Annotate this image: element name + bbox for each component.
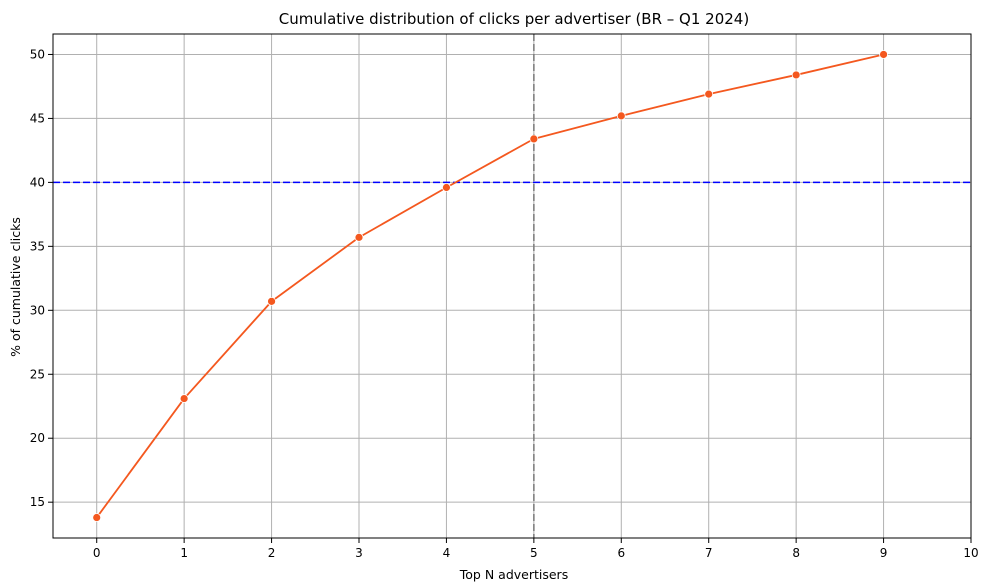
data-point <box>704 89 714 99</box>
y-tick-label: 45 <box>30 111 45 125</box>
data-point <box>879 50 888 59</box>
data-point <box>92 513 102 522</box>
x-tick-label: 10 <box>963 546 978 560</box>
data-point <box>179 394 189 403</box>
plot-frame <box>52 33 972 539</box>
y-tick-label: 30 <box>30 303 45 317</box>
data-point <box>354 232 364 242</box>
x-tick-label: 0 <box>93 546 101 560</box>
x-tick-label: 5 <box>530 546 538 560</box>
x-tick-label: 9 <box>880 546 888 560</box>
data-point <box>616 111 626 121</box>
y-tick-label: 15 <box>30 495 45 509</box>
axes <box>52 33 972 539</box>
y-tick-label: 50 <box>30 47 45 61</box>
y-tick-label: 35 <box>30 239 45 253</box>
x-tick-label: 8 <box>792 546 800 560</box>
x-axis-label: Top N advertisers <box>459 567 568 582</box>
y-tick-label: 25 <box>30 367 45 381</box>
x-tick-label: 4 <box>443 546 451 560</box>
y-axis-label: % of cumulative clicks <box>8 217 23 357</box>
data-point <box>442 183 451 192</box>
y-tick-label: 20 <box>30 431 45 445</box>
series-layer <box>92 50 888 522</box>
grid <box>53 34 972 538</box>
y-tick-label: 40 <box>30 175 45 189</box>
x-tick-label: 6 <box>617 546 625 560</box>
x-ticks: 0 1 2 3 4 5 6 7 8 9 10 <box>93 538 979 560</box>
x-tick-label: 1 <box>180 546 188 560</box>
data-point <box>791 70 801 80</box>
reference-lines <box>53 34 971 538</box>
series-line <box>95 53 884 519</box>
data-point <box>529 134 539 144</box>
x-tick-label: 7 <box>705 546 713 560</box>
y-ticks: 15 20 25 30 35 40 45 50 <box>30 47 53 509</box>
x-tick-label: 2 <box>268 546 276 560</box>
chart-title: Cumulative distribution of clicks per ad… <box>279 10 749 28</box>
x-tick-label: 3 <box>355 546 363 560</box>
data-point <box>267 296 276 306</box>
